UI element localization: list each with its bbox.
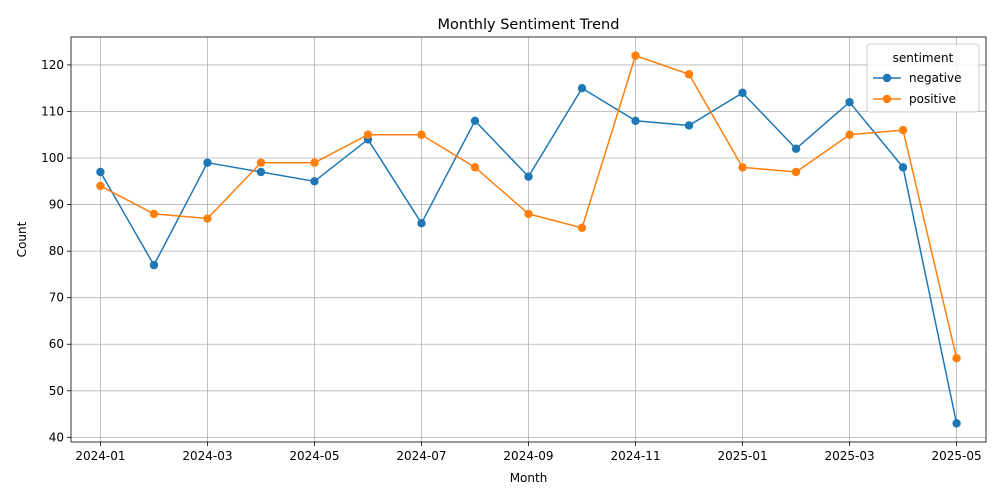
legend-label-positive: positive (909, 92, 956, 106)
positive-point (845, 130, 854, 139)
x-tick-label: 2025-01 (717, 449, 767, 463)
legend-title: sentiment (893, 51, 954, 65)
grid-lines (71, 37, 986, 442)
y-axis-label: Count (15, 221, 29, 257)
legend-marker-negative (882, 73, 892, 83)
y-axis-ticks: 40 50 60 70 80 90 100 110 120 (41, 58, 71, 444)
series-negative (96, 84, 961, 428)
x-tick-label: 2025-03 (824, 449, 874, 463)
negative-point (417, 219, 426, 228)
legend-item-positive: positive (873, 92, 956, 106)
positive-point (417, 130, 426, 139)
y-tick-label: 90 (49, 198, 64, 212)
x-tick-label: 2024-09 (503, 449, 553, 463)
x-axis-ticks: 2024-01 2024-03 2024-05 2024-07 2024-09 2024-… (75, 442, 982, 463)
positive-point (149, 209, 159, 219)
y-tick-label: 60 (49, 337, 64, 351)
negative-point (738, 88, 747, 98)
positive-point (256, 158, 266, 167)
negative-point (310, 177, 319, 186)
series-positive (96, 51, 961, 363)
y-tick-label: 70 (49, 291, 64, 305)
legend-label-negative: negative (909, 71, 961, 85)
positive-point (631, 51, 640, 60)
negative-point (577, 84, 587, 93)
positive-point (524, 209, 533, 219)
negative-point (791, 144, 801, 153)
negative-point (952, 419, 961, 428)
positive-point (310, 158, 319, 167)
negative-point (631, 116, 640, 125)
positive-point (577, 223, 587, 233)
positive-point (684, 70, 694, 79)
chart-title: Monthly Sentiment Trend (438, 17, 620, 33)
positive-point (470, 163, 480, 172)
positive-point (203, 214, 212, 223)
x-tick-label: 2025-05 (931, 449, 981, 463)
y-tick-label: 110 (41, 104, 64, 118)
x-tick-label: 2024-01 (75, 449, 125, 463)
x-tick-label: 2024-11 (610, 449, 660, 463)
legend-box (866, 43, 980, 113)
negative-point (203, 158, 212, 167)
legend: sentiment negative positive (866, 43, 980, 113)
positive-point (96, 181, 105, 191)
negative-point (96, 167, 105, 177)
positive-point (738, 163, 747, 172)
x-axis-label: Month (510, 471, 548, 485)
y-tick-label: 50 (49, 384, 64, 398)
x-tick-label: 2024-07 (396, 449, 446, 463)
legend-marker-positive (882, 94, 892, 104)
negative-point (256, 167, 266, 177)
negative-point (470, 116, 480, 125)
positive-point (898, 125, 908, 135)
negative-point (149, 260, 159, 270)
series-lines (96, 51, 961, 428)
y-tick-label: 120 (41, 58, 64, 72)
x-tick-label: 2024-05 (289, 449, 339, 463)
x-tick-label: 2024-03 (182, 449, 232, 463)
positive-point (363, 130, 373, 139)
y-tick-label: 40 (49, 430, 64, 444)
y-tick-label: 80 (49, 244, 64, 258)
negative-point (524, 172, 533, 181)
positive-point (952, 354, 961, 363)
negative-point (898, 163, 908, 172)
y-tick-label: 100 (41, 151, 64, 165)
legend-item-negative: negative (873, 71, 961, 85)
positive-point (791, 167, 801, 177)
negative-point (684, 121, 694, 130)
negative-point (845, 97, 854, 107)
